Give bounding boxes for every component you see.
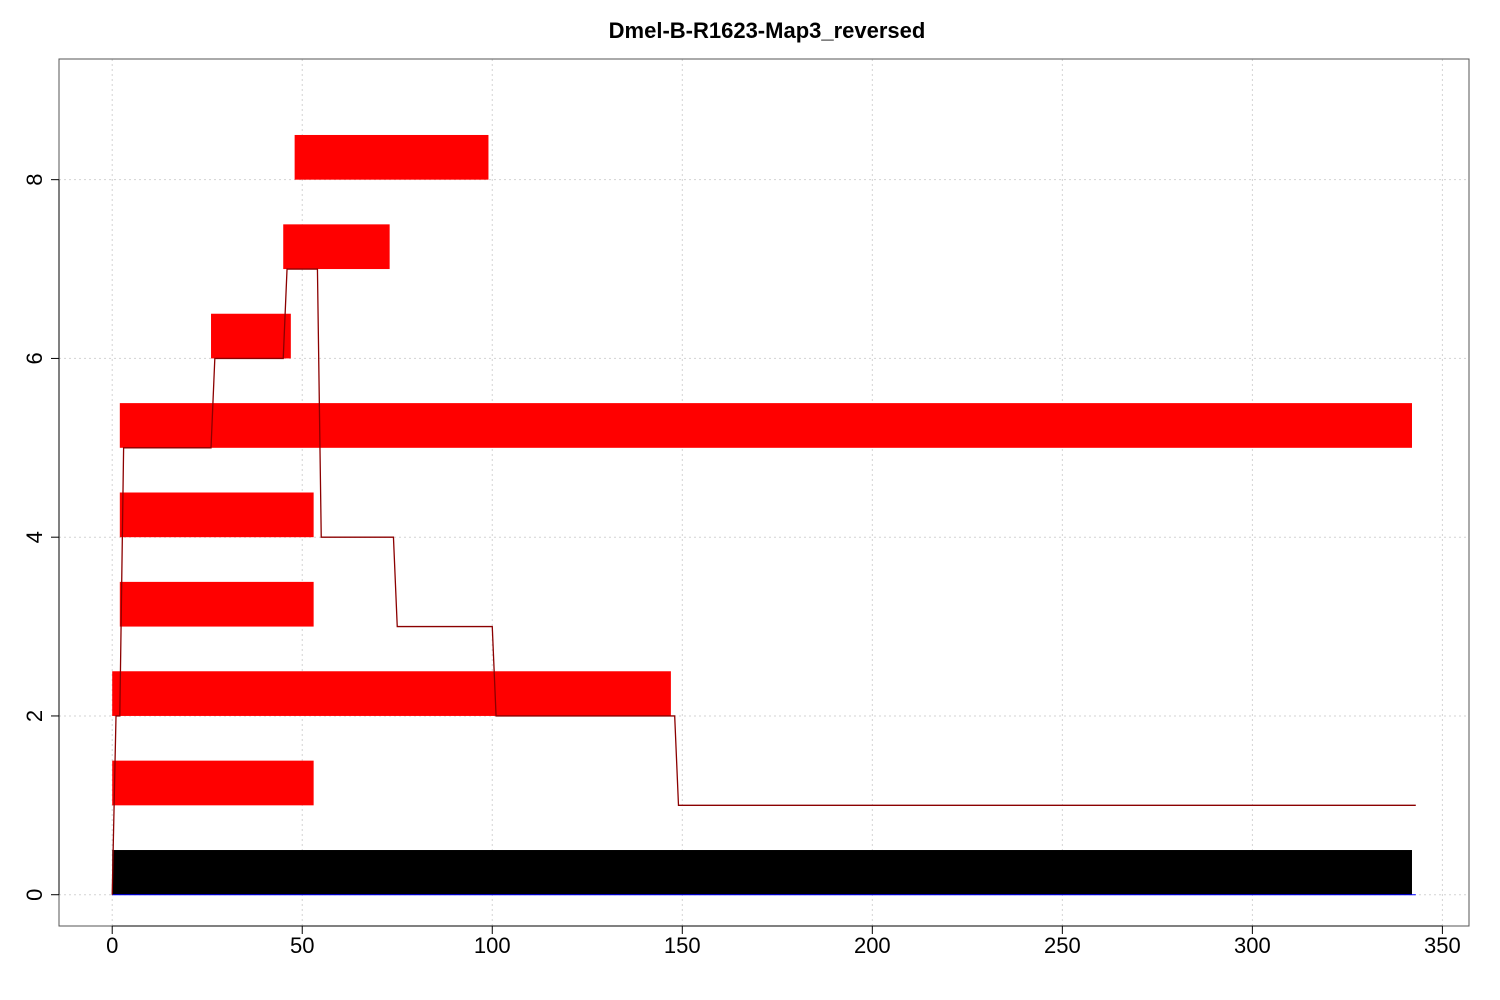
segment-bar-1 [112,760,314,806]
y-tick-label: 8 [22,174,47,186]
x-tick-label: 200 [854,933,891,958]
reference-bar [112,850,1412,895]
x-tick-label: 100 [474,933,511,958]
x-axis: 0 50 100 150 200 250 300 350 [106,925,1461,958]
segment-bar-8 [294,134,489,180]
x-tick-label: 150 [664,933,701,958]
reference-bar-layer [112,850,1416,896]
x-tick-label: 350 [1424,933,1461,958]
x-tick-label: 250 [1044,933,1081,958]
y-axis: 0 2 4 6 8 [22,174,60,901]
y-tick-label: 4 [22,531,47,543]
x-tick-label: 50 [290,933,314,958]
coverage-line [111,268,1416,895]
x-tick-label: 300 [1234,933,1271,958]
y-tick-label: 0 [22,889,47,901]
y-tick-label: 2 [22,710,47,722]
segment-bar-2 [112,671,671,716]
segment-bar-6 [211,313,291,359]
x-tick-label: 0 [106,933,118,958]
y-tick-label: 6 [22,352,47,364]
segment-bar-5 [119,403,1412,448]
coverage-line-layer [111,268,1416,895]
segment-bar-4 [119,492,314,538]
segment-bar-3 [119,581,314,627]
segment-bars-layer [112,134,1412,806]
chart-title: Dmel-B-R1623-Map3_reversed [609,18,926,43]
segment-bar-7 [283,224,390,270]
